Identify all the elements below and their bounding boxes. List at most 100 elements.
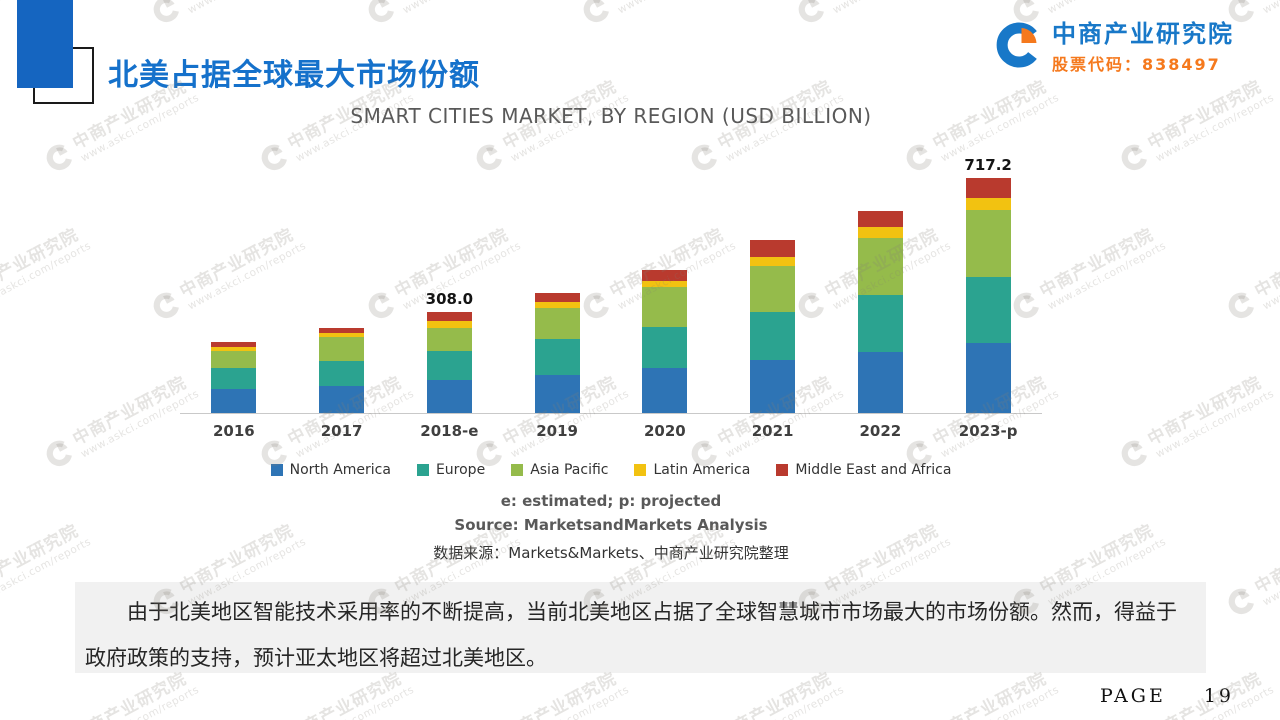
- bar-segment-latin-america: [426, 320, 472, 328]
- legend-item-asia-pacific: Asia Pacific: [511, 462, 608, 478]
- stacked-bar-2023-p: 717.2: [964, 156, 1012, 413]
- chart-legend: North America Europe Asia Pacific Latin Ame…: [180, 462, 1042, 478]
- bar-segment-asia-pacific: [211, 351, 257, 368]
- bar-segment-asia-pacific: [319, 337, 365, 361]
- bar-series-container: 308.0 717.2: [180, 142, 1042, 413]
- chart-note-estimated: e: estimated; p: projected: [500, 492, 722, 510]
- stacked-bar-2018-e: 308.0: [426, 290, 473, 413]
- chart-title: SMART CITIES MARKET, BY REGION (USD BILL…: [350, 104, 872, 128]
- x-axis-label-2023-p: 2023-p: [958, 422, 1018, 440]
- legend-swatch-middle-east-and-africa: [776, 464, 789, 476]
- bar-segment-middle-east-and-africa: [534, 293, 580, 302]
- bar-segment-middle-east-and-africa: [750, 240, 796, 258]
- chart-note-source: Source: MarketsandMarkets Analysis: [454, 516, 768, 534]
- x-axis-label-2016: 2016: [213, 422, 255, 440]
- stacked-bar-2019: [534, 293, 580, 413]
- bar-segment-middle-east-and-africa: [965, 178, 1011, 198]
- bar-segment-middle-east-and-africa: [857, 210, 903, 228]
- bar-group-2018-e: 308.0: [396, 142, 504, 413]
- bar-segment-latin-america: [642, 280, 688, 288]
- bar-segment-north-america: [319, 385, 365, 413]
- bar-segment-latin-america: [319, 332, 365, 338]
- bar-segment-asia-pacific: [426, 327, 472, 351]
- chart: SMART CITIES MARKET, BY REGION (USD BILL…: [180, 104, 1042, 563]
- chart-plot: 308.0 717.2: [180, 142, 1042, 413]
- x-axis-line: [180, 413, 1042, 414]
- stacked-bar-2021: [750, 240, 796, 413]
- company-name: 中商产业研究院: [1052, 20, 1234, 48]
- legend-swatch-asia-pacific: [511, 464, 524, 476]
- legend-item-latin-america: Latin America: [634, 462, 750, 478]
- bar-segment-middle-east-and-africa: [211, 342, 257, 347]
- header-accent-rectangle: [17, 0, 73, 88]
- x-axis-label-2021: 2021: [751, 422, 794, 440]
- page-footer-label: PAGE: [1100, 685, 1166, 707]
- bar-group-2019: [503, 142, 611, 413]
- bar-group-2023-p: 717.2: [934, 142, 1042, 413]
- bar-segment-europe: [750, 311, 796, 360]
- page-footer: PAGE 19: [1100, 685, 1234, 707]
- legend-swatch-europe: [416, 464, 429, 476]
- bar-segment-north-america: [211, 388, 257, 413]
- bar-segment-europe: [534, 339, 580, 375]
- summary-paragraph: 由于北美地区智能技术采用率的不断提高，当前北美地区占据了全球智慧城市市场最大的市…: [85, 600, 1177, 670]
- bar-segment-north-america: [965, 342, 1011, 413]
- bar-segment-europe: [426, 350, 472, 380]
- bar-segment-asia-pacific: [750, 265, 796, 312]
- x-axis-labels: 2016 2017 2018-e 2019 2020 2021 2022 2023-p: [180, 422, 1042, 440]
- x-axis-label-2019: 2019: [536, 422, 578, 440]
- bar-segment-asia-pacific: [642, 287, 688, 328]
- bar-segment-middle-east-and-africa: [426, 312, 472, 321]
- company-logo: 中商产业研究院 股票代码：838497: [996, 14, 1234, 75]
- bar-segment-asia-pacific: [965, 209, 1011, 278]
- chart-note-source-cn: 数据来源：Markets&Markets、中商产业研究院整理: [433, 544, 789, 562]
- page-title: 北美占据全球最大市场份额: [108, 58, 480, 93]
- bar-group-2022: [827, 142, 935, 413]
- bar-segment-latin-america: [534, 301, 580, 308]
- legend-item-north-america: North America: [270, 462, 391, 478]
- legend-label: North America: [289, 462, 391, 478]
- legend-item-europe: Europe: [416, 462, 485, 478]
- company-logo-icon: [996, 22, 1037, 67]
- legend-item-middle-east-and-africa: Middle East and Africa: [776, 462, 951, 478]
- stacked-bar-2020: [642, 269, 688, 413]
- legend-label: Latin America: [653, 462, 751, 478]
- bar-segment-north-america: [426, 379, 472, 413]
- bar-group-2017: [288, 142, 396, 413]
- bar-segment-north-america: [642, 368, 688, 413]
- bar-value-label: 717.2: [964, 156, 1012, 175]
- legend-label: Middle East and Africa: [795, 462, 952, 478]
- bar-group-2016: [180, 142, 288, 413]
- bar-segment-europe: [211, 367, 257, 389]
- stacked-bar-2022: [857, 210, 903, 413]
- bar-segment-asia-pacific: [534, 307, 580, 340]
- bar-segment-europe: [857, 294, 903, 352]
- bar-segment-middle-east-and-africa: [642, 269, 688, 281]
- legend-label: Asia Pacific: [530, 462, 609, 478]
- x-axis-label-2020: 2020: [644, 422, 686, 440]
- bar-segment-middle-east-and-africa: [319, 327, 365, 333]
- bar-segment-latin-america: [857, 227, 903, 239]
- x-axis-label-2017: 2017: [320, 422, 363, 440]
- bar-segment-europe: [319, 360, 365, 386]
- legend-swatch-north-america: [270, 464, 283, 476]
- bar-segment-north-america: [750, 359, 796, 413]
- bar-segment-north-america: [534, 374, 580, 413]
- page-number: 19: [1203, 685, 1234, 707]
- bar-segment-latin-america: [965, 197, 1011, 210]
- bar-segment-north-america: [857, 352, 903, 413]
- bar-group-2021: [719, 142, 827, 413]
- bar-segment-latin-america: [211, 346, 257, 352]
- x-axis-label-2018-e: 2018-e: [420, 422, 479, 440]
- x-axis-label-2022: 2022: [859, 422, 902, 440]
- stacked-bar-2017: [319, 327, 365, 413]
